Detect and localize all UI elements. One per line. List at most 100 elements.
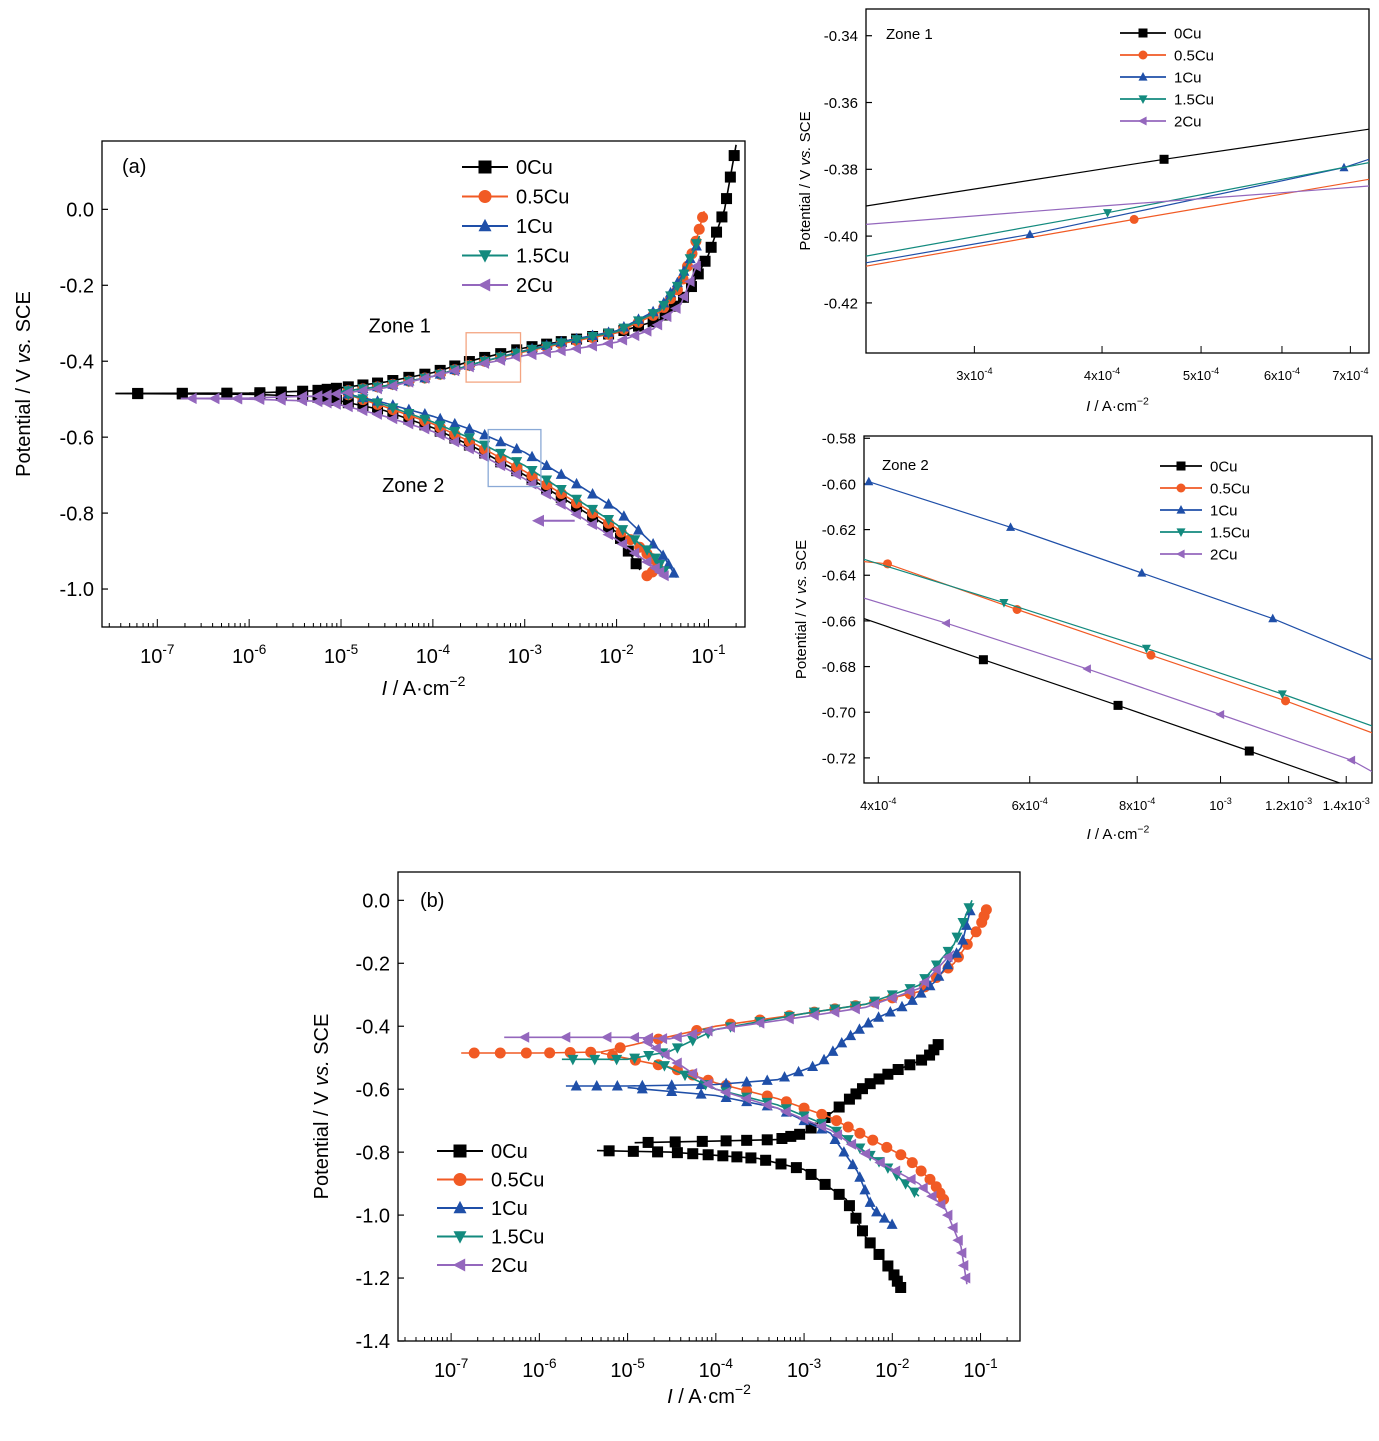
legend-marker xyxy=(1138,28,1148,38)
zone-annotation: Zone 2 xyxy=(382,475,444,497)
data-marker xyxy=(724,171,736,183)
data-marker xyxy=(658,570,669,582)
legend-item: 0.5Cu xyxy=(1120,47,1214,64)
series-1p5Cu xyxy=(864,558,1372,727)
data-marker xyxy=(871,1205,883,1217)
legend-label: 2Cu xyxy=(491,1255,528,1277)
legend-label: 1Cu xyxy=(1210,502,1238,519)
data-marker xyxy=(570,1079,582,1091)
series-2Cu xyxy=(180,258,701,582)
data-marker xyxy=(881,1141,893,1153)
data-marker xyxy=(208,393,220,405)
data-marker xyxy=(657,549,669,560)
x-tick-label: 10-5 xyxy=(324,642,358,668)
legend-marker xyxy=(453,1144,467,1158)
data-marker xyxy=(955,1247,967,1259)
data-marker xyxy=(906,994,918,1005)
data-marker xyxy=(685,281,697,293)
data-marker xyxy=(690,260,701,272)
data-marker xyxy=(1346,755,1356,765)
data-marker xyxy=(711,226,723,238)
series-2Cu xyxy=(866,185,1369,225)
data-marker xyxy=(892,1064,904,1076)
data-marker xyxy=(628,547,640,559)
legend-marker xyxy=(452,1258,466,1272)
data-marker xyxy=(867,1134,879,1146)
data-marker xyxy=(541,459,553,471)
x-tick-label: 8x10-4 xyxy=(1119,796,1155,813)
data-marker xyxy=(942,951,953,963)
y-tick-label: -0.66 xyxy=(822,613,856,630)
data-marker xyxy=(838,1146,850,1157)
legend-item: 1Cu xyxy=(1120,69,1202,86)
data-marker xyxy=(793,1065,805,1077)
panel-zone2: -0.58 -0.60 -0.62 -0.64 -0.66 -0.68 -0.70 -0.72… xyxy=(793,431,1373,843)
plot-frame xyxy=(863,435,1373,784)
data-marker xyxy=(666,1085,678,1096)
y-axis-label: Potential / V vs. SCE xyxy=(13,291,35,477)
legend-item: 2Cu xyxy=(1120,113,1202,130)
x-axis-label: I / A·cm−2 xyxy=(1087,823,1150,843)
series-line xyxy=(866,162,1369,257)
legend-label: 2Cu xyxy=(1210,546,1238,563)
data-marker xyxy=(980,904,992,916)
legend-item: 1Cu xyxy=(437,1198,528,1220)
data-marker xyxy=(1025,229,1035,239)
legend-item: 0.5Cu xyxy=(437,1170,544,1192)
x-tick-label: 10-2 xyxy=(599,642,633,668)
legend-marker xyxy=(453,1200,467,1214)
panel-b: 0.0 -0.2 -0.4 -0.6 -0.8 -1.0 -1.2 -1.4 10-7 10-6 1… xyxy=(311,871,1021,1408)
data-marker xyxy=(856,1225,868,1237)
plot-frame xyxy=(397,871,1021,1342)
data-marker xyxy=(611,1054,623,1066)
data-marker xyxy=(616,334,628,346)
series-line xyxy=(868,481,1372,661)
data-marker xyxy=(717,1150,729,1162)
series-line-cathodic xyxy=(340,391,678,579)
data-marker xyxy=(843,1200,855,1212)
series-line-cathodic xyxy=(627,1086,897,1229)
data-marker xyxy=(330,388,341,400)
data-marker xyxy=(780,1106,791,1118)
x-tick-label: 3x10-4 xyxy=(956,366,992,383)
x-tick-label: 1.2x10-3 xyxy=(1265,796,1312,813)
series-line xyxy=(561,899,973,1061)
data-marker xyxy=(687,1148,699,1160)
data-marker xyxy=(882,1068,894,1080)
data-marker xyxy=(864,1078,876,1090)
data-marker xyxy=(745,1152,757,1164)
y-tick-label: -0.2 xyxy=(356,953,390,975)
data-marker xyxy=(677,291,689,303)
data-marker xyxy=(342,387,353,399)
data-marker xyxy=(720,1077,732,1089)
data-marker xyxy=(775,1158,787,1170)
data-marker xyxy=(856,1083,868,1095)
data-marker xyxy=(1113,700,1123,710)
data-marker xyxy=(849,1003,860,1015)
data-marker xyxy=(587,331,599,343)
data-marker xyxy=(873,1011,885,1022)
data-marker xyxy=(587,488,599,499)
data-marker xyxy=(942,946,954,958)
data-marker xyxy=(829,1133,841,1144)
series-line xyxy=(340,210,705,393)
data-marker xyxy=(618,510,630,521)
data-marker xyxy=(815,1120,827,1132)
data-marker xyxy=(808,1009,819,1021)
series-layer xyxy=(866,128,1369,267)
series-line-cathodic xyxy=(600,1052,947,1203)
y-tick-label: -0.8 xyxy=(356,1142,390,1164)
y-tick-label: -1.2 xyxy=(356,1268,390,1290)
y-tick-label: -0.6 xyxy=(356,1079,390,1101)
legend-marker xyxy=(1176,549,1185,559)
x-tick-label: 10-6 xyxy=(232,642,266,668)
data-marker xyxy=(510,468,522,480)
data-marker xyxy=(882,1163,894,1174)
data-marker xyxy=(678,269,690,280)
data-marker xyxy=(833,1101,845,1113)
data-marker xyxy=(330,394,342,406)
data-marker xyxy=(830,1115,842,1127)
data-marker xyxy=(641,570,653,582)
legend-label: 0Cu xyxy=(1174,25,1202,42)
data-marker xyxy=(699,255,711,267)
